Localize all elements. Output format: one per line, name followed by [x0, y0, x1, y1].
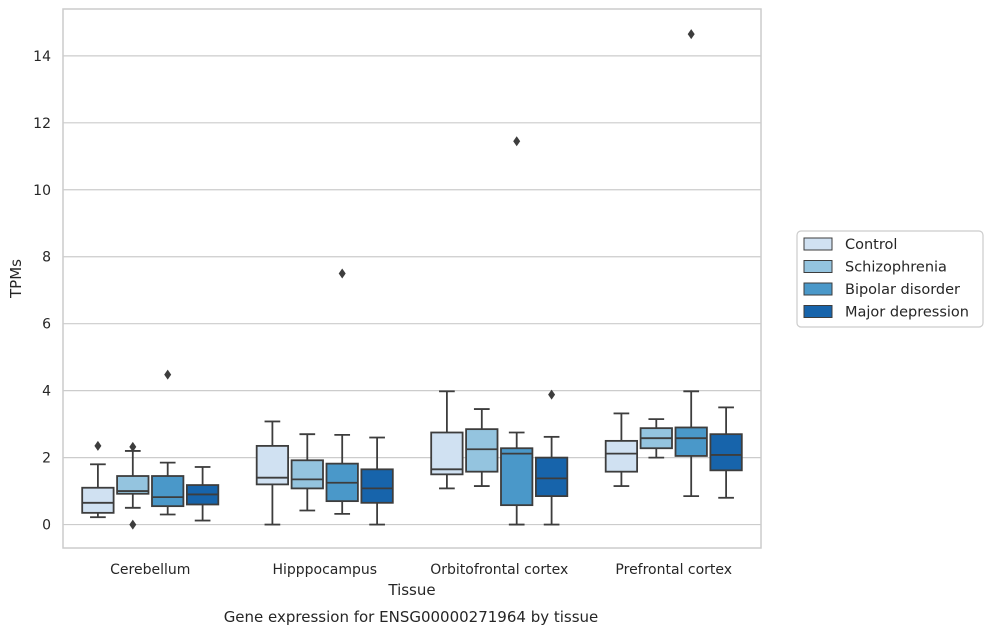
y-tick-label: 2 [42, 451, 51, 467]
x-tick-label: Prefrontal cortex [615, 562, 732, 578]
y-tick-label: 14 [33, 49, 51, 65]
box-major-depression [709, 406, 743, 499]
box-schizophrenia [116, 441, 150, 530]
box-bipolar-disorder [500, 136, 534, 526]
outlier-point [129, 441, 137, 452]
y-tick-label: 0 [42, 518, 51, 534]
x-tick-label: Hipppocampus [272, 562, 377, 578]
box-bipolar-disorder [674, 29, 708, 498]
y-tick-label: 10 [33, 183, 51, 199]
box-iqr [500, 447, 534, 507]
box-bipolar-disorder [151, 369, 185, 516]
chart-caption: Gene expression for ENSG00000271964 by t… [224, 608, 599, 626]
box-major-depression [185, 466, 220, 522]
y-axis-title: TPMs [7, 259, 25, 299]
box-iqr [255, 444, 290, 486]
box-major-depression [360, 436, 394, 526]
box-iqr [674, 426, 708, 457]
legend-swatch [803, 305, 833, 318]
plot-frame [62, 8, 762, 549]
legend-label: Bipolar disorder [845, 282, 960, 298]
box-iqr [116, 475, 150, 495]
box-iqr [151, 475, 185, 508]
y-tick-label: 6 [42, 317, 51, 333]
outlier-point [94, 440, 102, 451]
box-iqr [465, 428, 499, 473]
box-iqr [290, 459, 324, 490]
y-tick-label: 8 [42, 250, 51, 266]
legend-label: Major depression [845, 305, 969, 321]
box-iqr [81, 486, 115, 514]
box-plot-series [81, 29, 743, 530]
y-tick-label: 4 [42, 384, 51, 400]
outlier-point [687, 29, 695, 40]
box-iqr [534, 456, 569, 498]
grid-lines [63, 55, 761, 526]
x-axis-title: Tissue [387, 581, 435, 599]
x-tick-label: Orbitofrontal cortex [430, 562, 568, 578]
outlier-point [129, 519, 137, 530]
outlier-point [513, 136, 521, 147]
y-axis-ticks: 0 2 4 6 8 10 12 14 [33, 49, 51, 534]
x-tick-label: Cerebellum [110, 562, 190, 578]
box-schizophrenia [465, 408, 499, 487]
box-bipolar-disorder [325, 268, 359, 515]
box-major-depression [534, 389, 569, 526]
legend: Control Schizophrenia Bipolar disorder Majo… [796, 230, 984, 328]
y-tick-label: 12 [33, 116, 51, 132]
box-control [255, 420, 290, 526]
legend-swatch [803, 237, 833, 251]
box-schizophrenia [639, 418, 673, 459]
outlier-point [338, 268, 346, 279]
box-iqr [360, 468, 394, 504]
box-iqr [604, 439, 639, 473]
legend-frame [796, 230, 984, 328]
box-schizophrenia [290, 433, 324, 512]
box-iqr [709, 433, 743, 472]
legend-label: Schizophrenia [845, 260, 947, 276]
legend-label: Control [845, 237, 897, 253]
x-axis-ticks: Cerebellum Hipppocampus Orbitofrontal cort… [110, 562, 732, 578]
outlier-point [164, 369, 172, 380]
legend-swatch [803, 282, 833, 296]
box-control [430, 390, 464, 490]
box-control [604, 412, 639, 487]
box-control [81, 440, 115, 519]
legend-swatch [803, 260, 833, 273]
box-iqr [430, 431, 464, 476]
outlier-point [548, 389, 556, 400]
